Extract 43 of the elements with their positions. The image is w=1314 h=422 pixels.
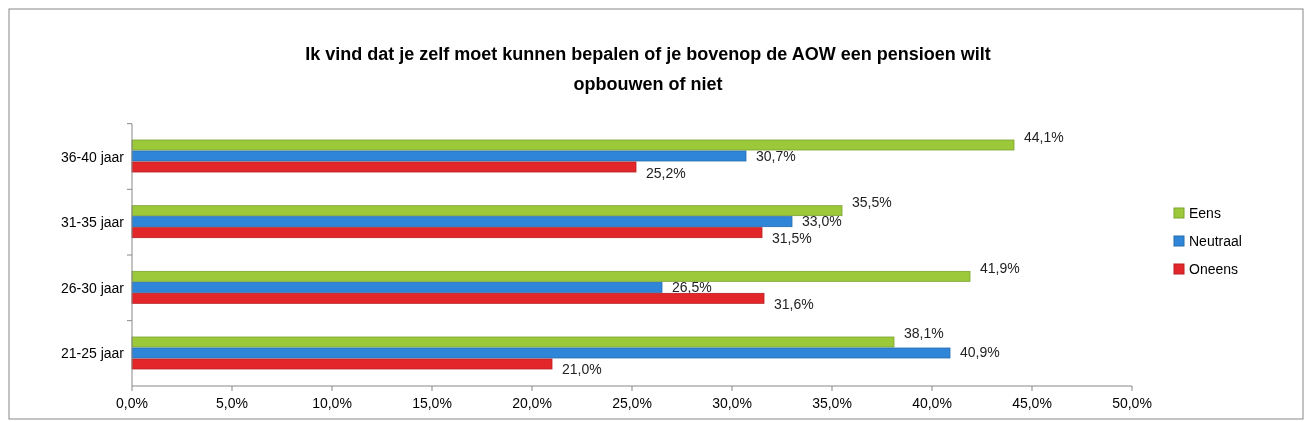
x-tick-label: 0,0% xyxy=(116,395,148,411)
bar xyxy=(131,358,553,370)
bar xyxy=(131,216,793,228)
data-label: 35,5% xyxy=(852,194,892,211)
data-label: 25,2% xyxy=(646,164,686,181)
data-label: 41,9% xyxy=(980,259,1020,276)
data-label: 30,7% xyxy=(756,147,796,164)
x-tick-label: 25,0% xyxy=(612,395,652,411)
x-tick-label: 35,0% xyxy=(812,395,852,411)
bar xyxy=(131,336,895,348)
x-tick-label: 20,0% xyxy=(512,395,552,411)
x-tick-label: 10,0% xyxy=(312,395,352,411)
data-label: 44,1% xyxy=(1024,128,1064,145)
bar xyxy=(131,205,843,217)
data-label: 31,6% xyxy=(774,295,814,312)
data-label: 26,5% xyxy=(672,278,712,295)
legend-label: Neutraal xyxy=(1189,233,1242,249)
x-tick-label: 50,0% xyxy=(1112,395,1152,411)
bar xyxy=(131,347,951,359)
x-tick-label: 5,0% xyxy=(216,395,248,411)
x-tick-label: 45,0% xyxy=(1012,395,1052,411)
data-label: 33,0% xyxy=(802,213,842,230)
bar xyxy=(131,161,637,173)
data-label: 31,5% xyxy=(772,230,812,247)
bar xyxy=(131,270,971,282)
x-tick-label: 30,0% xyxy=(712,395,752,411)
data-label: 38,1% xyxy=(904,325,944,342)
chart-title: Ik vind dat je zelf moet kunnen bepalen of je bovenop de AOW een pensioen wilt opbouwen of niet xyxy=(305,44,991,94)
bar xyxy=(131,139,1015,151)
data-label: 40,9% xyxy=(960,344,1000,361)
bar xyxy=(131,150,747,162)
legend-label: Oneens xyxy=(1189,261,1239,277)
y-tick-label: 31-35 jaar xyxy=(60,214,125,231)
x-tick-label: 40,0% xyxy=(912,395,952,411)
x-tick-label: 15,0% xyxy=(412,395,452,411)
y-tick-label: 26-30 jaar xyxy=(60,279,125,296)
bar xyxy=(131,227,763,239)
y-tick-label: 21-25 jaar xyxy=(60,345,125,362)
data-label: 21,0% xyxy=(562,361,602,378)
bar xyxy=(131,281,663,293)
y-tick-label: 36-40 jaar xyxy=(60,148,125,165)
legend-label: Eens xyxy=(1189,205,1221,221)
bar xyxy=(131,292,765,304)
